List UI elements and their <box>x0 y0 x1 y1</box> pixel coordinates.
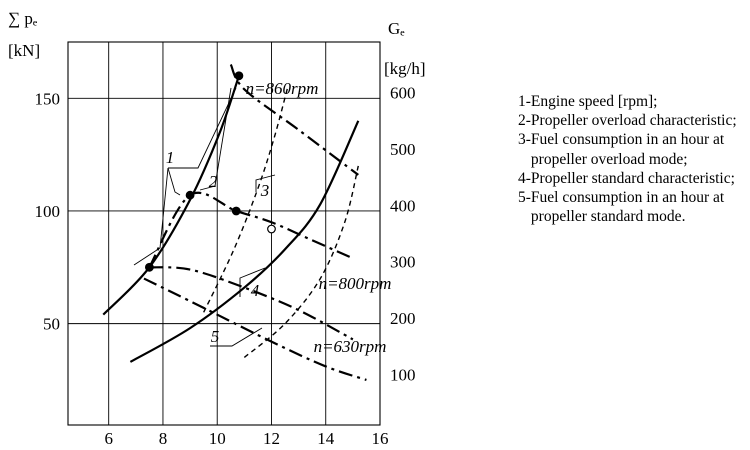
legend-item-2: 2- Propeller overload characteristic; <box>518 111 750 130</box>
x-tick-label: 8 <box>159 429 168 448</box>
legend-text: Propeller standard characteristic; <box>530 169 735 187</box>
rpm-label: n=860rpm <box>246 79 319 98</box>
legend-item-3: 3- Fuel consumption in an hour at propel… <box>518 130 750 168</box>
data-point <box>234 71 244 81</box>
series-line-5 <box>243 165 359 358</box>
legend-text: Engine speed [rpm]; <box>530 93 658 110</box>
data-point <box>185 190 195 200</box>
curve-label-2: 2 <box>209 172 218 191</box>
y-right-tick-label: 200 <box>390 309 416 328</box>
legend-text: Fuel consumption in an hour at propeller… <box>530 131 725 168</box>
legend-num: 2- <box>518 112 531 130</box>
legend-num: 4- <box>518 169 531 187</box>
legend-text: Propeller overload characteristic; <box>530 112 737 130</box>
legend-item-5: 5- Fuel consumption in an hour at propel… <box>518 188 750 226</box>
y-left-unit: [kN] <box>8 41 40 60</box>
series-line-2 <box>148 191 354 268</box>
x-tick-label: 12 <box>263 429 280 448</box>
y-right-unit: [kg/h] <box>384 59 426 78</box>
y-right-symbol: Gₑ <box>388 19 405 38</box>
legend-item-4: 4- Propeller standard characteristic; <box>518 169 750 188</box>
data-point <box>267 224 276 234</box>
y-right-tick-label: 300 <box>390 253 416 272</box>
legend-num: 3- <box>518 131 531 149</box>
y-left-symbol: ∑ pₑ <box>8 9 38 28</box>
y-left-tick-label: 100 <box>35 202 61 221</box>
annotation-leader <box>167 167 181 196</box>
annotation-leader <box>255 174 276 192</box>
y-right-tick-label: 100 <box>390 365 416 384</box>
y-right-tick-label: 600 <box>390 84 416 103</box>
x-tick-label: 14 <box>317 429 335 448</box>
y-right-tick-label: 400 <box>390 196 416 215</box>
annotation-leader <box>168 87 237 169</box>
y-right-tick-label: 500 <box>390 140 416 159</box>
annotation-leader <box>239 267 266 297</box>
legend-item-1: 1- Engine speed [rpm]; <box>518 92 750 111</box>
legend-num: 5- <box>518 189 531 207</box>
curve-label-1: 1 <box>166 148 175 167</box>
y-left-tick-label: 150 <box>35 89 61 108</box>
data-point <box>144 262 154 272</box>
legend: 1- Engine speed [rpm]; 2- Propeller over… <box>518 92 750 226</box>
x-tick-label: 16 <box>372 429 389 448</box>
legend-num: 1- <box>518 93 531 110</box>
rpm-line <box>143 277 367 381</box>
series-line-3 <box>203 86 289 313</box>
curve-label-4: 4 <box>251 281 260 300</box>
y-left-tick-label: 50 <box>43 315 60 334</box>
series-line-1 <box>102 75 240 316</box>
curve-label-3: 3 <box>260 181 270 200</box>
data-point <box>231 206 241 216</box>
rpm-label: n=800rpm <box>319 274 392 293</box>
x-tick-label: 6 <box>104 429 113 448</box>
curve-label-5: 5 <box>211 327 220 346</box>
plot-frame <box>67 41 381 426</box>
legend-text: Fuel consumption in an hour at propeller… <box>530 189 725 226</box>
annotation-leader <box>133 167 169 266</box>
annotation-leader <box>210 327 263 347</box>
x-tick-label: 10 <box>209 429 226 448</box>
rpm-label: n=630rpm <box>314 337 387 356</box>
series-line-4 <box>129 120 360 363</box>
annotation-leader <box>199 87 232 191</box>
